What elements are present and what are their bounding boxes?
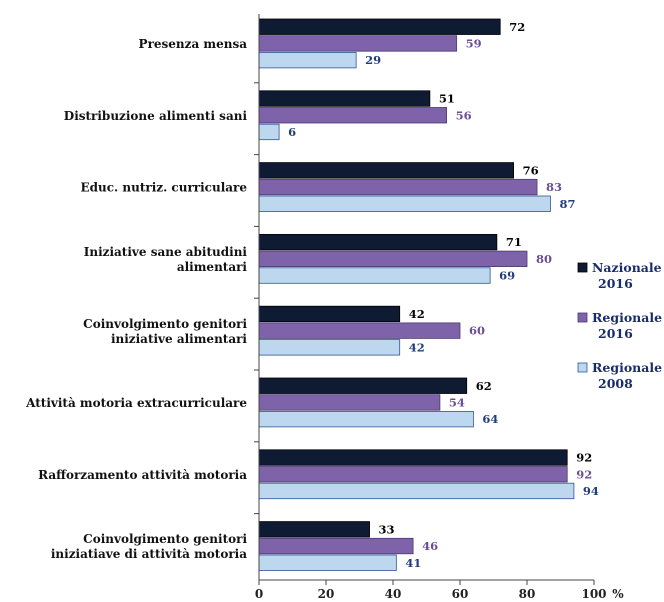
bar [258, 377, 468, 394]
legend: Nazionale 2016 Regionale 2016 Regionale 2008 [577, 260, 662, 391]
x-ticks: 0 20 40 60 80 100 [255, 580, 607, 601]
bar [258, 90, 431, 107]
bar [258, 178, 538, 196]
x-tick-label: 0 [255, 587, 263, 601]
data-label: 59 [466, 36, 482, 50]
bar [258, 305, 401, 323]
x-tick-label: 80 [519, 587, 536, 601]
bar [258, 466, 568, 483]
data-label: 46 [422, 539, 438, 553]
bar [258, 267, 491, 284]
category-label: Coinvolgimento genitori iniziative alimen… [83, 317, 247, 346]
data-label: 42 [409, 307, 425, 321]
bar [258, 482, 575, 500]
legend-label: Nazionale 2016 [592, 260, 662, 291]
bar [258, 521, 370, 538]
x-tick-label: 60 [452, 587, 469, 601]
data-label: 6 [288, 125, 296, 139]
category-label: Coinvolgimento genitori iniziatiave di at… [51, 532, 248, 561]
bar [258, 233, 498, 251]
bar [258, 554, 397, 571]
legend-swatch [577, 362, 588, 373]
data-label: 72 [509, 20, 525, 34]
data-label: 56 [456, 108, 472, 122]
data-label: 33 [379, 522, 395, 536]
bar [258, 410, 474, 428]
legend-label: Regionale 2008 [592, 360, 662, 391]
data-label: 80 [536, 252, 552, 266]
data-label: 69 [499, 269, 515, 283]
x-axis-unit-label: % [612, 587, 624, 601]
bar [258, 394, 441, 411]
bar [258, 449, 568, 466]
data-label: 87 [559, 197, 575, 211]
category-labels-layer: Presenza mensa Distribuzione alimenti san… [25, 37, 259, 561]
category-label: Educ. nutriz. curriculare [80, 181, 247, 195]
bar [258, 52, 357, 69]
category-label: Attività motoria extracurriculare [25, 396, 247, 410]
x-axis [258, 14, 594, 581]
data-label: 62 [476, 379, 492, 393]
category-label: Presenza mensa [139, 37, 248, 51]
data-label: 42 [409, 340, 425, 354]
legend-swatch [577, 262, 588, 273]
bars-layer [258, 18, 575, 571]
category-label: Distribuzione alimenti sani [64, 109, 248, 123]
data-label: 94 [583, 484, 599, 498]
legend-label: Regionale 2016 [592, 310, 662, 341]
data-label: 92 [576, 467, 592, 481]
data-label: 29 [365, 53, 381, 67]
bar [258, 123, 280, 141]
data-label: 41 [405, 556, 421, 570]
x-tick-label: 100 [581, 587, 606, 601]
bar [258, 195, 551, 212]
data-label: 71 [506, 235, 522, 249]
bar [258, 339, 401, 356]
data-label: 83 [546, 180, 562, 194]
bar [258, 35, 458, 52]
x-tick-label: 20 [318, 587, 335, 601]
legend-swatch [577, 312, 588, 323]
x-tick-label: 40 [385, 587, 402, 601]
bar [258, 537, 414, 555]
bar [258, 250, 528, 268]
bar [258, 162, 515, 179]
data-label: 51 [439, 92, 455, 106]
data-label: 54 [449, 395, 465, 409]
category-label: Rafforzamento attività motoria [38, 468, 247, 482]
data-label: 64 [482, 412, 498, 426]
bar [258, 107, 448, 124]
data-label: 60 [469, 324, 485, 338]
data-label: 76 [523, 163, 539, 177]
bar [258, 18, 501, 35]
category-label: Iniziative sane abitudini alimentari [84, 245, 248, 274]
data-label: 92 [576, 451, 592, 465]
bar [258, 322, 461, 339]
